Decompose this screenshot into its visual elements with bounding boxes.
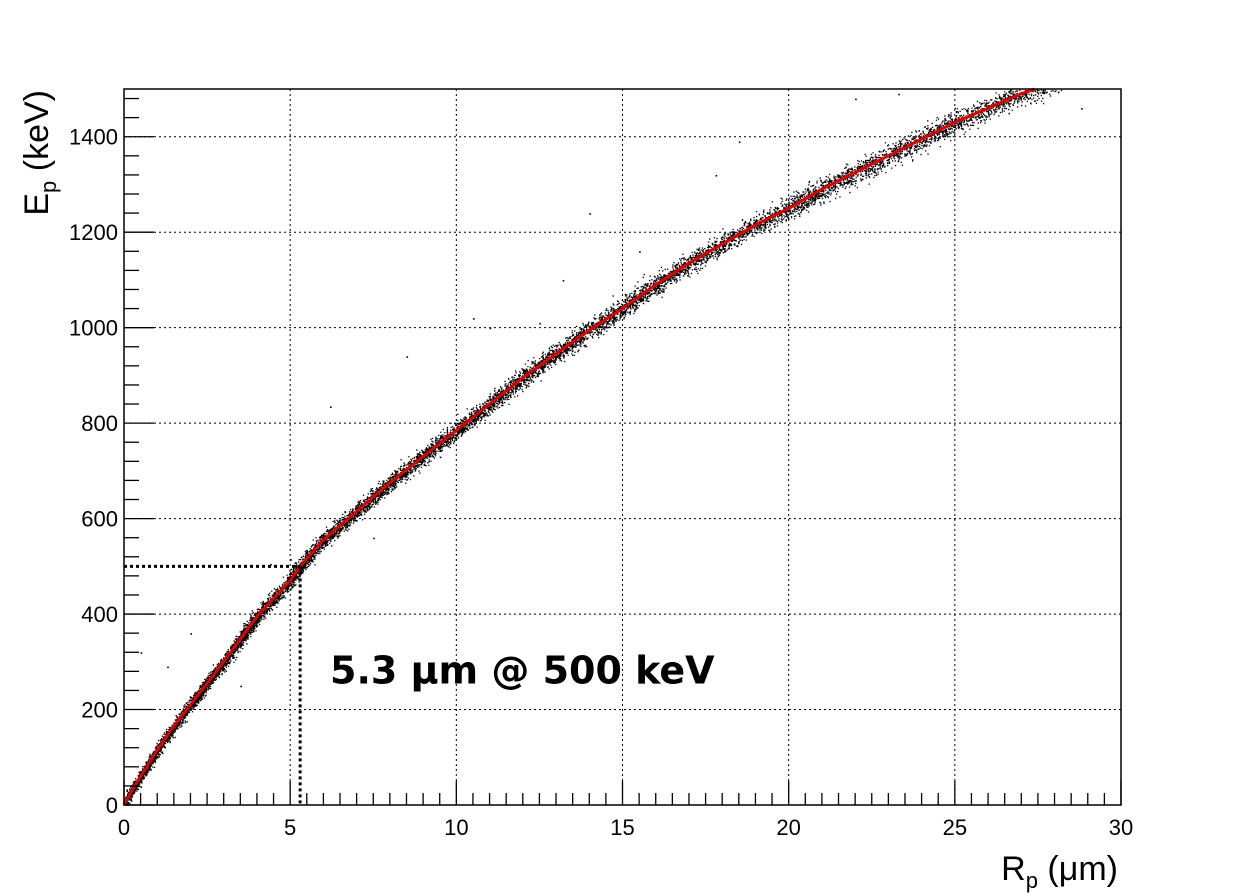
y-tick-label: 0	[106, 793, 118, 818]
y-tick-label: 1000	[69, 316, 118, 341]
y-tick-label: 400	[81, 602, 118, 627]
x-tick-label: 20	[776, 815, 800, 840]
scatter-outlier	[270, 563, 272, 566]
scatter-outlier	[589, 213, 591, 215]
scatter-outlier	[898, 93, 900, 96]
scatter-points	[124, 89, 1083, 806]
scatter-outlier	[472, 318, 475, 320]
scatter-outlier	[855, 98, 857, 101]
scatter-outlier	[190, 633, 193, 635]
grid	[124, 89, 1121, 805]
scatter-outlier	[167, 666, 169, 669]
scatter-outlier	[240, 685, 242, 688]
scatter-outlier	[330, 406, 332, 409]
y-tick-label: 1400	[69, 125, 118, 150]
scatter-outlier	[439, 456, 442, 459]
scatter-outlier	[140, 652, 143, 654]
reference-lines	[124, 564, 302, 805]
axis-ticks	[123, 97, 1122, 806]
x-tick-label: 30	[1109, 815, 1133, 840]
scatter-outlier	[738, 141, 741, 144]
x-tick-label: 0	[118, 815, 130, 840]
x-tick-label: 10	[444, 815, 468, 840]
scatter-outlier	[715, 174, 718, 177]
x-tick-label: 25	[943, 815, 967, 840]
scatter-outlier	[489, 327, 492, 330]
tick-labels: 0 5 10 15 20 25 30 0 200 400 600 800 1000 1200 1400	[69, 125, 1133, 840]
fit-line	[122, 87, 1036, 806]
scatter-outlier	[562, 279, 565, 282]
scatter-outlier	[406, 356, 409, 358]
x-axis-title: Rp (μm)	[1001, 850, 1118, 893]
y-tick-label: 1200	[69, 220, 118, 245]
scatter-outlier	[290, 559, 292, 561]
scatter-outlier	[539, 322, 542, 325]
y-axis-title: Ep (keV)	[18, 90, 61, 216]
range-annotation: 5.3 μm @ 500 keV	[330, 648, 715, 692]
scatter-outlier	[1081, 108, 1083, 110]
fit-curve	[122, 87, 1036, 806]
scatter-outlier	[639, 251, 641, 253]
y-tick-label: 200	[81, 698, 118, 723]
y-tick-label: 800	[81, 411, 118, 436]
y-tick-label: 600	[81, 507, 118, 532]
x-tick-label: 15	[610, 815, 634, 840]
scatter-outlier	[373, 537, 375, 540]
x-tick-label: 5	[284, 815, 296, 840]
